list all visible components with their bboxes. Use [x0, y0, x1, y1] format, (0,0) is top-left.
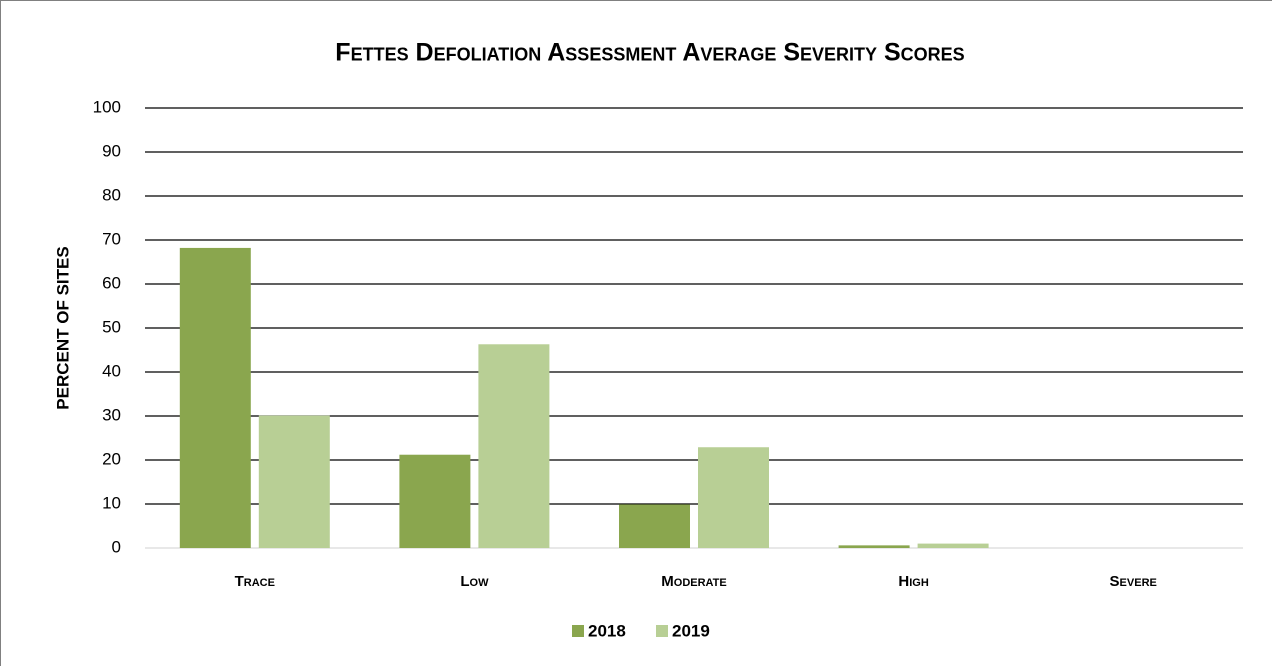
- y-tick-label: 70: [102, 229, 121, 248]
- y-tick-label: 0: [112, 537, 121, 556]
- bar: [838, 545, 910, 548]
- bar: [698, 447, 769, 548]
- legend-label: 2018: [588, 621, 626, 640]
- bar: [258, 415, 330, 548]
- bar: [399, 454, 471, 548]
- y-tick-label: 20: [102, 449, 121, 468]
- x-tick-label: Trace: [235, 573, 275, 590]
- legend-swatch: [572, 625, 584, 637]
- x-tick-label: Low: [460, 573, 489, 590]
- x-tick-label: Moderate: [661, 573, 726, 590]
- bar: [478, 344, 550, 548]
- y-tick-label: 10: [102, 493, 121, 512]
- legend-label: 2019: [672, 621, 710, 640]
- y-tick-label: 80: [102, 185, 121, 204]
- x-tick-label: Severe: [1110, 573, 1157, 590]
- y-tick-label: 30: [102, 405, 121, 424]
- legend-swatch: [656, 625, 668, 637]
- y-tick-label: 100: [93, 97, 121, 116]
- y-tick-label: 60: [102, 273, 121, 292]
- y-axis-label: PERCENT OF SITES: [53, 246, 72, 409]
- y-tick-label: 40: [102, 361, 121, 380]
- chart-title: Fettes Defoliation Assessment Average Se…: [335, 39, 964, 67]
- x-tick-label: High: [898, 573, 928, 590]
- y-tick-label: 50: [102, 317, 121, 336]
- y-tick-label: 90: [102, 141, 121, 160]
- bar: [619, 504, 690, 548]
- bar: [917, 543, 989, 548]
- bar: [179, 247, 251, 549]
